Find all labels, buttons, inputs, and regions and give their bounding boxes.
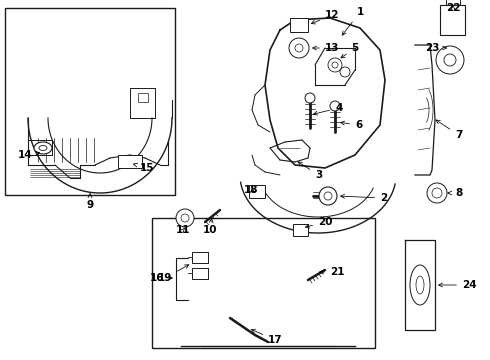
- Text: 20: 20: [305, 217, 333, 228]
- Text: 9: 9: [86, 194, 94, 210]
- Circle shape: [444, 54, 456, 66]
- Circle shape: [427, 183, 447, 203]
- Text: 14: 14: [17, 150, 39, 160]
- Bar: [118, 155, 142, 168]
- Text: 17: 17: [251, 329, 283, 345]
- Bar: [249, 185, 265, 198]
- Text: 5: 5: [341, 43, 359, 58]
- Bar: [138, 93, 148, 102]
- Bar: [290, 18, 308, 32]
- Text: 10: 10: [203, 219, 217, 235]
- Text: 16: 16: [149, 273, 172, 283]
- Circle shape: [332, 62, 338, 68]
- Text: 2: 2: [341, 193, 387, 203]
- Text: 1: 1: [342, 7, 364, 35]
- Ellipse shape: [416, 276, 424, 294]
- Ellipse shape: [34, 142, 52, 154]
- Bar: [192, 252, 208, 263]
- Text: 21: 21: [319, 267, 344, 277]
- Bar: [192, 268, 208, 279]
- Circle shape: [305, 93, 315, 103]
- Bar: [5, 8, 175, 195]
- Text: 12: 12: [311, 10, 340, 24]
- Circle shape: [436, 46, 464, 74]
- Text: 8: 8: [448, 188, 462, 198]
- Text: 13: 13: [313, 43, 340, 53]
- Text: 18: 18: [244, 185, 258, 195]
- Circle shape: [181, 214, 189, 222]
- Bar: [440, 5, 465, 35]
- Text: 15: 15: [133, 163, 154, 173]
- Circle shape: [289, 38, 309, 58]
- Circle shape: [330, 101, 340, 111]
- Text: 4: 4: [314, 103, 343, 115]
- Text: 11: 11: [176, 225, 190, 235]
- Circle shape: [176, 209, 194, 227]
- Text: 19: 19: [158, 265, 189, 283]
- Text: 22: 22: [446, 3, 460, 13]
- Ellipse shape: [410, 265, 430, 305]
- Text: 23: 23: [425, 43, 446, 53]
- Text: 7: 7: [436, 120, 463, 140]
- Ellipse shape: [39, 145, 47, 150]
- Bar: [293, 224, 308, 236]
- Text: 3: 3: [298, 162, 322, 180]
- Text: 24: 24: [439, 280, 477, 290]
- Circle shape: [340, 67, 350, 77]
- Circle shape: [295, 44, 303, 52]
- Bar: [152, 218, 375, 348]
- Circle shape: [432, 188, 442, 198]
- Circle shape: [328, 58, 342, 72]
- Text: 6: 6: [341, 120, 362, 130]
- Circle shape: [324, 192, 332, 200]
- Circle shape: [319, 187, 337, 205]
